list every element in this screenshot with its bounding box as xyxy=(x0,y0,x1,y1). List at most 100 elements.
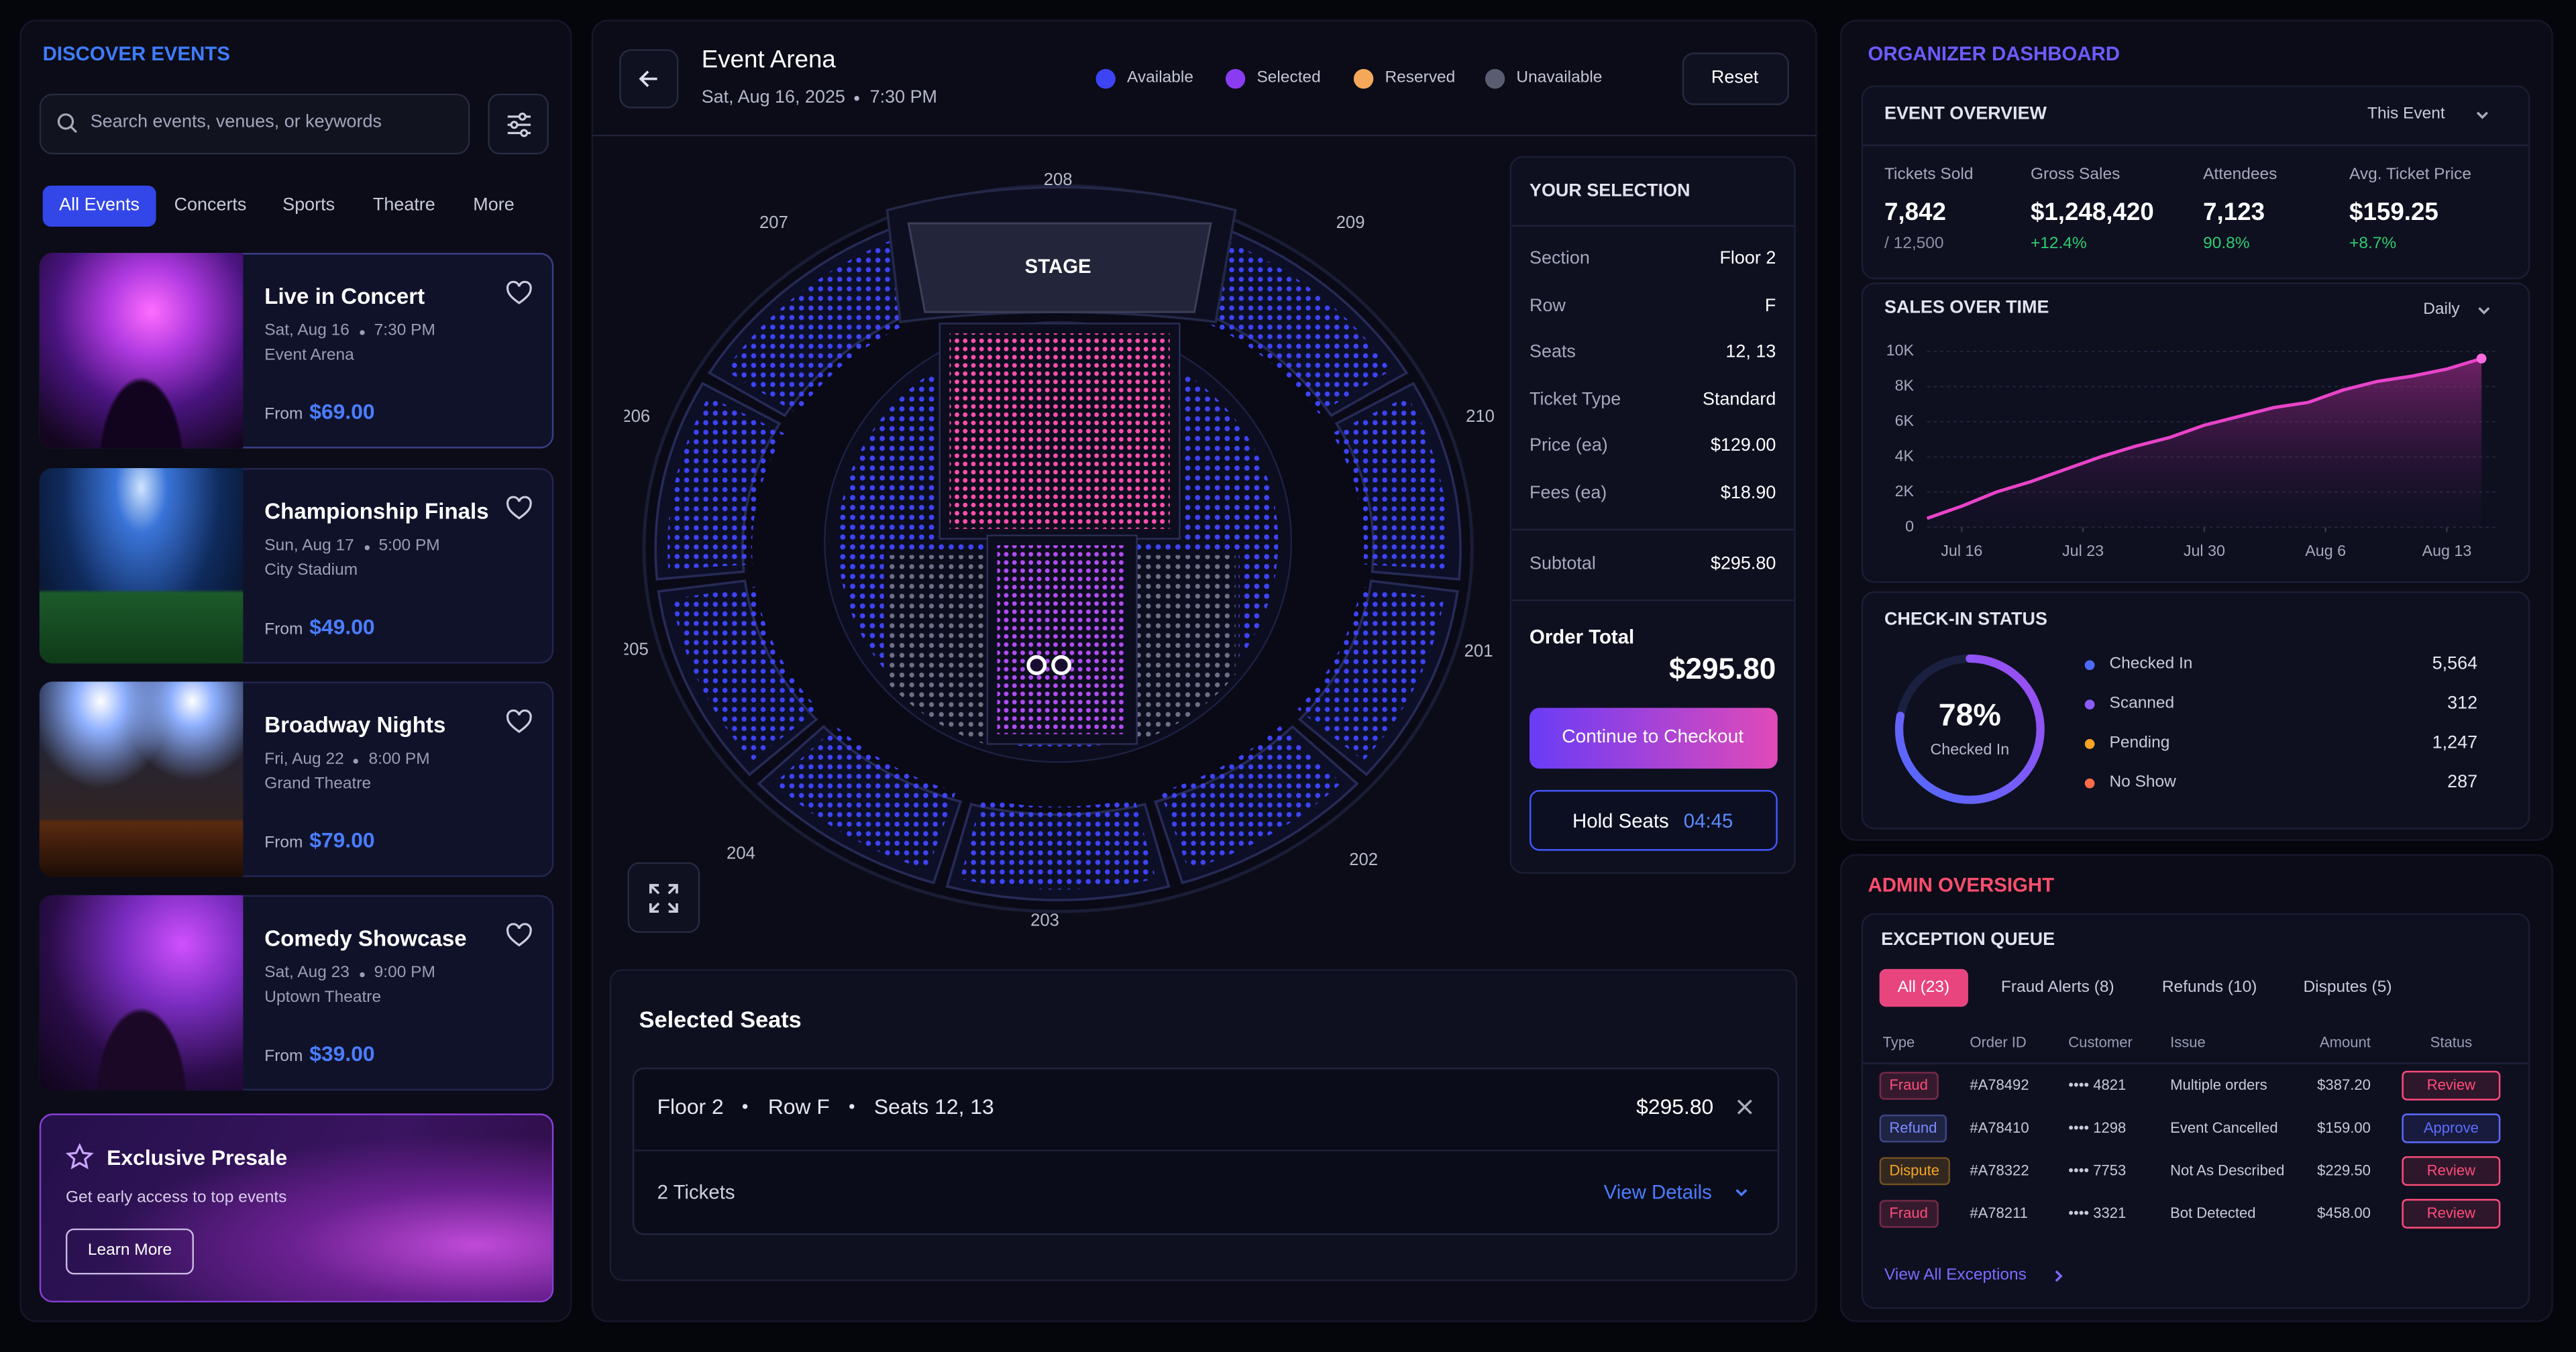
status-label: Scanned xyxy=(2109,694,2175,713)
text: Sat, Aug 16, 2025 xyxy=(701,87,845,108)
favorite-icon[interactable] xyxy=(506,496,532,521)
legend-label: Reserved xyxy=(1385,68,1456,87)
y-tick-label: 2K xyxy=(1895,482,1915,500)
floor-2-seats xyxy=(997,545,1128,734)
tab[interactable]: Theatre xyxy=(372,195,435,215)
donut-caption: Checked In xyxy=(1930,741,2010,760)
issue: Not As Described xyxy=(2170,1162,2285,1179)
view-all-link[interactable]: View All Exceptions xyxy=(1884,1266,2027,1285)
expand-button[interactable] xyxy=(627,862,700,934)
x-tick-label: Aug 13 xyxy=(2422,542,2472,559)
detail-label: Row xyxy=(1529,296,1566,317)
section-title: EXCEPTION QUEUE xyxy=(1881,930,2055,950)
star-icon xyxy=(65,1143,94,1170)
donut-arc xyxy=(1894,654,2045,804)
hold-seats-button[interactable] xyxy=(1529,789,1778,851)
remove-icon[interactable] xyxy=(1737,1098,1753,1115)
event-title: Live in Concert xyxy=(264,284,425,309)
status-button[interactable] xyxy=(2402,1070,2501,1101)
button-label: Approve xyxy=(2423,1119,2479,1136)
seat-dots xyxy=(1160,726,1342,870)
tab[interactable]: Fraud Alerts (8) xyxy=(2000,978,2114,997)
sales-chart: 0 2K 4K 6K 8K 10K Jul 16 Jul 23 Jul 30 Aug 6 Aug 1… xyxy=(1886,341,2499,559)
favorite-icon[interactable] xyxy=(506,280,532,306)
unavailable-seats xyxy=(883,551,1239,749)
detail-value: F xyxy=(1764,296,1776,317)
period-dropdown[interactable]: Daily xyxy=(2423,300,2460,319)
divider xyxy=(1863,1062,2528,1064)
column-header: Type xyxy=(1882,1033,1915,1051)
section-label: 206 xyxy=(625,407,651,426)
checkin-card xyxy=(1861,591,2530,830)
tab[interactable]: Refunds (10) xyxy=(2161,978,2257,997)
from-label: From xyxy=(264,620,303,639)
tab[interactable]: Concerts xyxy=(174,195,247,215)
search-input[interactable] xyxy=(39,93,470,155)
event-datetime: Sun, Aug 17 5:00 PM xyxy=(264,537,439,557)
column-header: Order ID xyxy=(1970,1033,2027,1051)
event-title: Event Arena xyxy=(701,46,836,74)
event-price-row: From $49.00 xyxy=(264,614,374,640)
selected-seat xyxy=(1026,655,1047,675)
tab[interactable]: Sports xyxy=(282,195,335,215)
section-label: 205 xyxy=(625,640,649,659)
event-title: Comedy Showcase xyxy=(264,925,467,951)
stat-label: Avg. Ticket Price xyxy=(2349,166,2471,184)
section-label: 208 xyxy=(1044,170,1073,189)
tab[interactable]: Disputes (5) xyxy=(2303,978,2392,997)
stat-label: Attendees xyxy=(2203,166,2277,184)
button-label: Review xyxy=(2426,1162,2476,1179)
y-tick-label: 4K xyxy=(1895,447,1915,464)
learn-more-button[interactable] xyxy=(65,1228,194,1275)
detail-label: Ticket Type xyxy=(1529,390,1621,410)
subtotal-value: $295.80 xyxy=(1710,554,1776,574)
seat-map: 208 207 209 206 210 205 201 204 202 203 STAGE xyxy=(625,170,1495,930)
separator-dot xyxy=(354,758,359,763)
favorite-icon[interactable] xyxy=(506,709,532,734)
x-tick-label: Jul 23 xyxy=(2062,542,2104,559)
column-header: Amount xyxy=(2319,1033,2371,1051)
column-header: Status xyxy=(2430,1033,2473,1051)
status-dot xyxy=(2084,739,2095,749)
event-price-row: From $79.00 xyxy=(264,828,374,854)
stat-value: $1,248,420 xyxy=(2030,199,2154,227)
stat-sub: / 12,500 xyxy=(1884,235,1944,253)
section-label: 203 xyxy=(1030,911,1059,930)
detail-value: Standard xyxy=(1702,390,1776,410)
text: 5:00 PM xyxy=(378,537,440,555)
view-details-link[interactable]: View Details xyxy=(1603,1180,1712,1204)
stat-value: 7,842 xyxy=(1884,199,1946,227)
status-button[interactable] xyxy=(2402,1113,2501,1143)
seat-dots xyxy=(960,798,1156,890)
text: 7:30 PM xyxy=(869,87,937,108)
from-label: From xyxy=(264,1048,303,1066)
reset-button[interactable] xyxy=(1682,52,1789,105)
checkout-button[interactable] xyxy=(1529,708,1778,769)
status-value: 312 xyxy=(2447,693,2478,714)
type-badge: Refund xyxy=(1879,1114,1947,1143)
seat-dots xyxy=(672,586,819,761)
tab[interactable]: More xyxy=(473,195,515,215)
order-id: #A78492 xyxy=(1970,1076,2029,1094)
stat-sub: +12.4% xyxy=(2030,235,2087,253)
status-button[interactable] xyxy=(2402,1156,2501,1186)
event-datetime: Sat, Aug 23 9:00 PM xyxy=(264,964,435,984)
favorite-icon[interactable] xyxy=(506,923,532,948)
stat-label: Tickets Sold xyxy=(1884,166,1974,184)
filter-icon xyxy=(507,112,531,137)
order-id: #A78410 xyxy=(1970,1119,2029,1136)
seat-summary: Floor 2 Row F Seats 12, 13 xyxy=(657,1094,994,1120)
divider xyxy=(1863,144,2528,146)
separator-dot xyxy=(849,1104,855,1110)
section-label: 204 xyxy=(727,844,755,862)
stat-label: Gross Sales xyxy=(2030,166,2121,184)
chevron-icon xyxy=(2055,1270,2063,1282)
sales-line xyxy=(1926,357,2482,520)
back-icon xyxy=(639,70,657,87)
detail-label: Section xyxy=(1529,248,1590,269)
tab-active[interactable]: All Events xyxy=(42,185,156,227)
status-button[interactable] xyxy=(2402,1198,2501,1229)
selected-seats-box xyxy=(632,1067,1780,1235)
tab-active[interactable]: All (23) xyxy=(1879,968,1968,1007)
